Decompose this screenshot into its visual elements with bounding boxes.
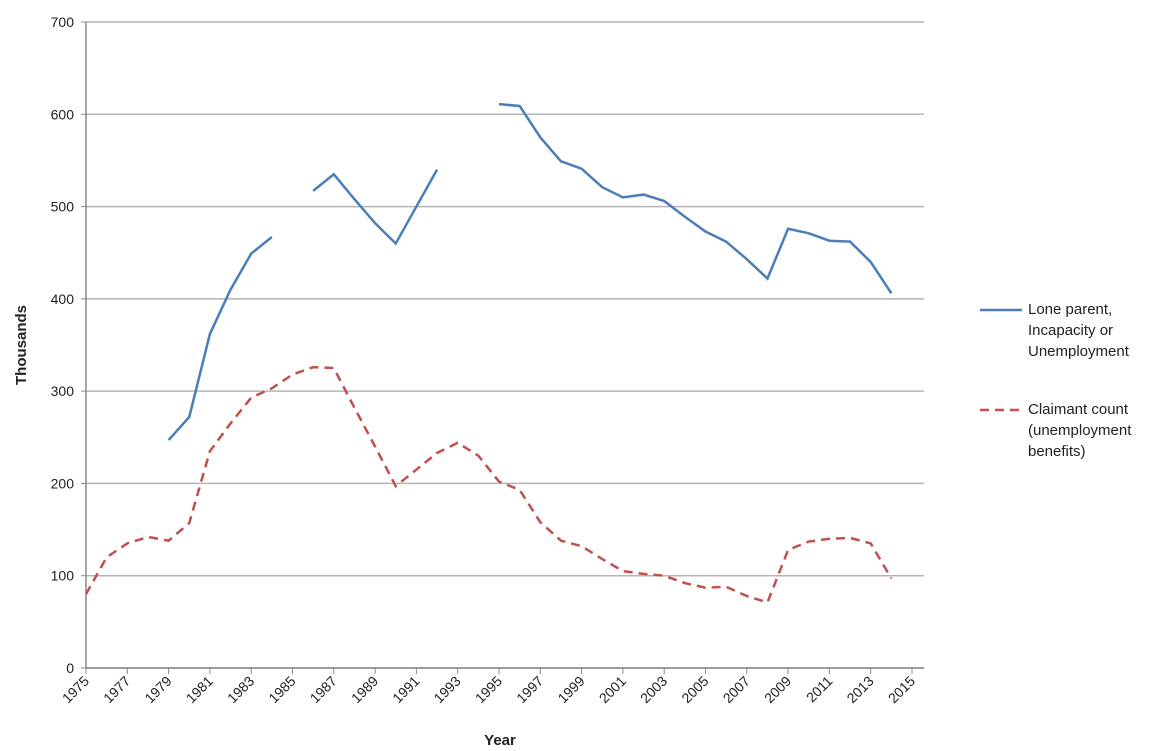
x-tick-label: 2013	[843, 673, 876, 706]
x-tick-label: 1997	[513, 673, 546, 706]
y-tick-label: 200	[51, 475, 75, 491]
x-axis-title: Year	[484, 732, 516, 749]
y-axis-title: Thousands	[13, 305, 30, 385]
legend-label: Lone parent, Incapacity or Unemployment	[1028, 301, 1129, 360]
x-tick-label: 1985	[265, 673, 298, 706]
x-tick-label: 2005	[678, 673, 711, 706]
x-tick-label: 2011	[803, 673, 836, 706]
x-tick-label: 2015	[885, 673, 918, 706]
y-tick-label: 700	[51, 14, 75, 30]
x-tick-label: 1991	[389, 673, 422, 706]
y-tick-label: 300	[51, 383, 75, 399]
y-tick-label: 0	[66, 660, 74, 676]
x-tick-label: 1987	[307, 673, 340, 706]
x-tick-label: 1975	[59, 673, 92, 706]
y-tick-label: 100	[51, 568, 75, 584]
y-tick-label: 500	[51, 199, 75, 215]
y-tick-label: 600	[51, 106, 75, 122]
x-tick-label: 1989	[348, 673, 381, 706]
y-tick-label: 400	[51, 291, 75, 307]
x-tick-label: 1979	[141, 673, 174, 706]
series-line	[84, 365, 893, 605]
x-tick-label: 1993	[430, 673, 463, 706]
x-tick-label: 2009	[761, 673, 794, 706]
legend-label: Claimant count (unemployment benefits)	[1028, 401, 1132, 460]
x-tick-label: 2007	[720, 673, 753, 706]
x-tick-label: 2001	[596, 673, 629, 706]
x-tick-label: 2003	[637, 673, 670, 706]
x-tick-label: 1995	[472, 673, 505, 706]
x-tick-label: 1983	[224, 673, 257, 706]
x-tick-label: 1981	[183, 673, 216, 706]
x-tick-label: 1977	[100, 673, 133, 706]
x-tick-label: 1999	[554, 673, 587, 706]
series-line	[167, 102, 893, 441]
